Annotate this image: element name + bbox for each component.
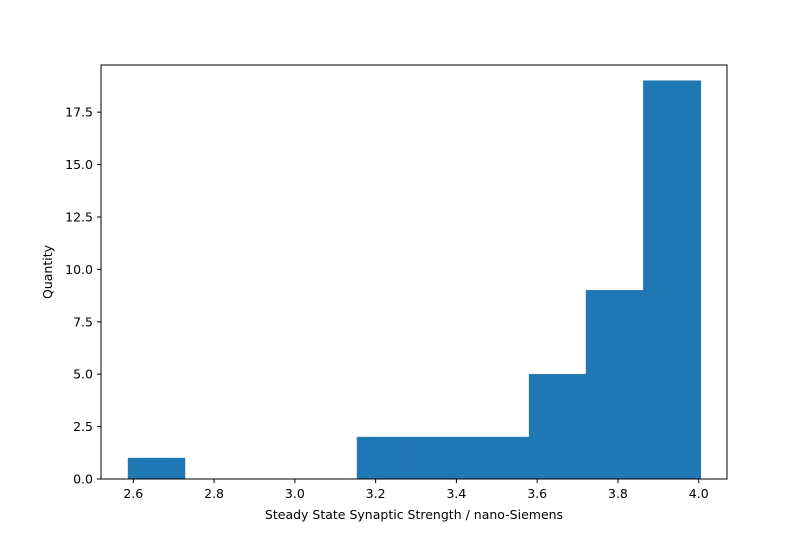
y-tick-label: 7.5 — [73, 314, 93, 329]
y-tick-label: 0.0 — [73, 472, 93, 487]
y-axis: 0.0 2.5 5.0 7.5 10.0 12.5 15.0 17.5 — [65, 105, 101, 487]
x-axis: 2.6 2.8 3.0 3.2 3.4 3.6 3.8 4.0 — [123, 479, 709, 501]
histogram-bar-7 — [528, 373, 587, 480]
histogram-bar-4 — [356, 436, 415, 480]
x-axis-label: Steady State Synaptic Strength / nano-Si… — [265, 507, 563, 522]
y-tick-label: 12.5 — [65, 209, 93, 224]
y-axis-label: Quantity — [40, 244, 55, 299]
y-tick-label: 10.0 — [65, 262, 93, 277]
x-tick-label: 2.6 — [123, 486, 143, 501]
x-tick-label: 3.4 — [446, 486, 466, 501]
y-tick-label: 2.5 — [73, 419, 93, 434]
histogram-bar-5 — [414, 436, 473, 480]
x-tick-label: 3.0 — [285, 486, 305, 501]
x-tick-label: 2.8 — [204, 486, 224, 501]
x-tick-label: 3.6 — [527, 486, 547, 501]
x-tick-label: 3.2 — [366, 486, 386, 501]
x-tick-label: 3.8 — [608, 486, 628, 501]
histogram-bar-9 — [643, 80, 701, 480]
x-tick-label: 4.0 — [689, 486, 709, 501]
y-tick-label: 15.0 — [65, 157, 93, 172]
y-tick-label: 17.5 — [65, 105, 93, 120]
bars-layer — [127, 80, 701, 480]
histogram-bar-6 — [471, 436, 530, 480]
histogram-bar-0 — [127, 457, 186, 480]
y-tick-label: 5.0 — [73, 367, 93, 382]
histogram-bar-8 — [585, 290, 644, 480]
plot-frame — [100, 64, 728, 480]
